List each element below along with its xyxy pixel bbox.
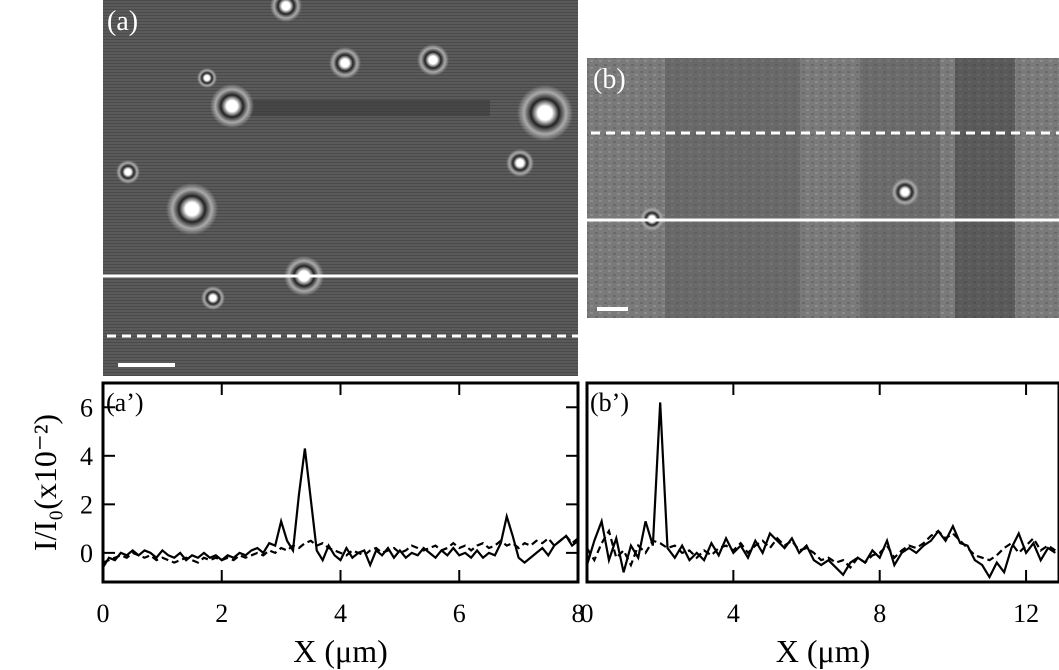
data-line — [102, 534, 579, 564]
image-label: (b) — [593, 64, 626, 95]
y-axis-label: I/I₀(x10⁻²) — [27, 414, 63, 551]
x-tick-label: 8 — [572, 599, 585, 628]
x-tick-label: 4 — [334, 599, 347, 628]
y-tick-label: 4 — [80, 442, 93, 471]
plot-frame — [585, 381, 1059, 584]
y-tick-label: 0 — [80, 539, 93, 568]
data-line — [102, 448, 579, 569]
panel-label: (b’) — [590, 388, 629, 417]
x-tick-label: 12 — [1013, 599, 1039, 628]
x-axis-label: X (μm) — [776, 633, 870, 669]
y-tick-label: 2 — [80, 490, 93, 519]
x-tick-label: 0 — [581, 599, 594, 628]
x-axis-label: X (μm) — [293, 633, 387, 669]
panel-label: (a’) — [106, 388, 144, 417]
x-tick-label: 4 — [727, 599, 740, 628]
x-tick-label: 6 — [453, 599, 466, 628]
image-b: (b) — [587, 58, 1059, 318]
data-line — [585, 402, 1056, 580]
data-line — [586, 528, 1056, 570]
y-tick-label: 6 — [80, 393, 93, 422]
image-a: (a) — [103, 0, 578, 376]
image-label: (a) — [107, 6, 138, 37]
x-tick-label: 0 — [97, 599, 110, 628]
x-tick-label: 2 — [215, 599, 228, 628]
x-tick-label: 8 — [873, 599, 886, 628]
